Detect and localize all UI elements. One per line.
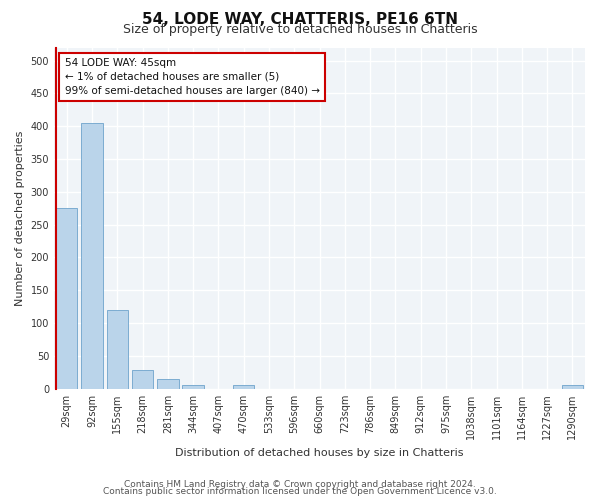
Bar	[157, 380, 179, 388]
Bar	[182, 386, 204, 388]
Bar	[562, 386, 583, 388]
Text: 54, LODE WAY, CHATTERIS, PE16 6TN: 54, LODE WAY, CHATTERIS, PE16 6TN	[142, 12, 458, 28]
Bar	[56, 208, 77, 388]
X-axis label: Distribution of detached houses by size in Chatteris: Distribution of detached houses by size …	[175, 448, 464, 458]
Bar	[81, 123, 103, 388]
Text: Contains public sector information licensed under the Open Government Licence v3: Contains public sector information licen…	[103, 487, 497, 496]
Bar	[233, 386, 254, 388]
Text: 54 LODE WAY: 45sqm
← 1% of detached houses are smaller (5)
99% of semi-detached : 54 LODE WAY: 45sqm ← 1% of detached hous…	[65, 58, 320, 96]
Bar	[107, 310, 128, 388]
Bar	[132, 370, 153, 388]
Y-axis label: Number of detached properties: Number of detached properties	[15, 130, 25, 306]
Text: Size of property relative to detached houses in Chatteris: Size of property relative to detached ho…	[122, 22, 478, 36]
Text: Contains HM Land Registry data © Crown copyright and database right 2024.: Contains HM Land Registry data © Crown c…	[124, 480, 476, 489]
